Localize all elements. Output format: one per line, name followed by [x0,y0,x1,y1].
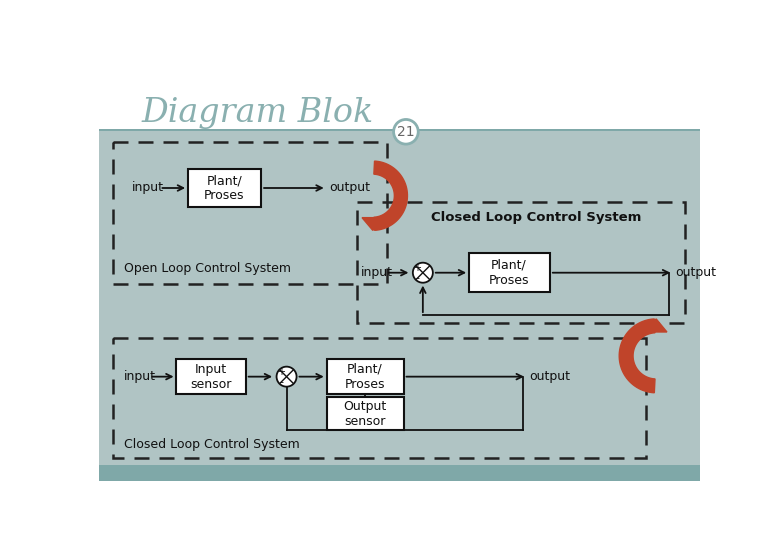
Text: 21: 21 [397,125,415,139]
Text: Plant/
Proses: Plant/ Proses [204,174,244,202]
Text: input: input [124,370,156,383]
Bar [99,465,700,481]
Text: output: output [329,181,370,194]
Text: +: + [277,367,285,377]
Text: Closed Loop Control System: Closed Loop Control System [431,211,641,224]
Text: Output
sensor: Output sensor [343,400,387,428]
Text: -: - [415,273,420,283]
Text: Diagram Blok: Diagram Blok [142,97,374,129]
Text: input: input [132,181,164,194]
Bar [99,131,700,465]
Circle shape [413,262,433,283]
Text: Plant/
Proses: Plant/ Proses [489,259,530,287]
Bar [99,65,700,130]
Polygon shape [374,161,407,230]
Text: input: input [361,266,393,279]
Polygon shape [645,319,667,332]
Text: output: output [675,266,716,279]
Circle shape [394,119,418,144]
Text: Plant/
Proses: Plant/ Proses [345,363,385,390]
Text: output: output [529,370,570,383]
Circle shape [277,367,296,387]
Text: +: + [413,263,421,273]
Bar [188,168,261,207]
Bar [327,359,403,394]
Bar [327,397,403,430]
Bar [357,202,685,323]
Bar [469,253,550,292]
Text: Open Loop Control System: Open Loop Control System [124,262,291,275]
Text: -: - [279,377,283,387]
Text: Closed Loop Control System: Closed Loop Control System [124,438,300,451]
Text: Input
sensor: Input sensor [190,363,232,390]
Bar [99,129,700,131]
Bar [176,359,246,394]
Polygon shape [619,319,655,393]
Polygon shape [362,218,384,231]
Bar [113,142,387,284]
Bar [113,338,646,457]
